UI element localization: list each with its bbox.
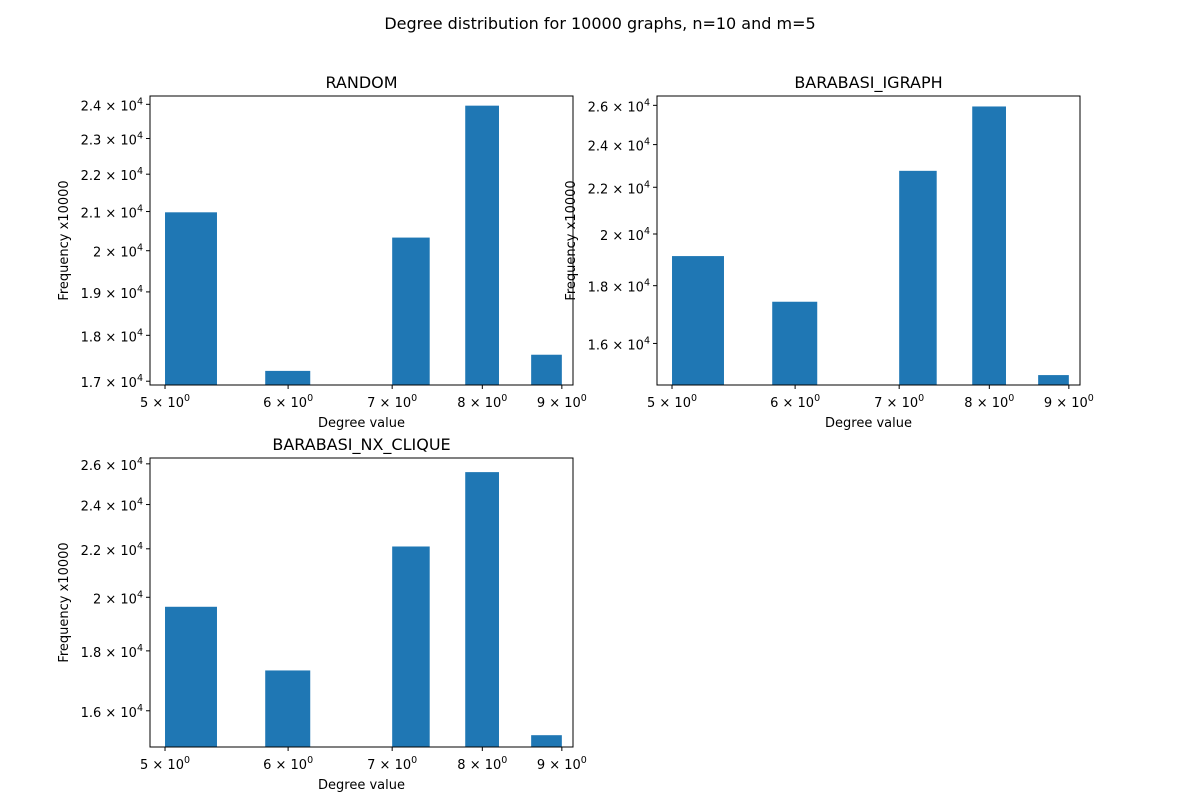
x-axis-label: Degree value xyxy=(825,416,912,431)
y-axis-label: Frequency x10000 xyxy=(57,542,72,662)
y-tick-label: 1.8 × 104 xyxy=(81,643,143,661)
y-tick-label: 2 × 104 xyxy=(600,226,650,244)
y-tick-label: 1.8 × 104 xyxy=(588,278,650,296)
y-tick-label: 1.7 × 104 xyxy=(81,373,143,391)
subplot-barabasi-nx-clique: 5 × 100 6 × 100 7 × 100 8 × 100 9 × 100 1.6 ×… xyxy=(57,435,587,793)
x-tick-label: 9 × 100 xyxy=(537,393,587,411)
y-tick-label: 2.2 × 104 xyxy=(588,179,650,197)
y-tick-label: 1.8 × 104 xyxy=(81,327,143,345)
x-tick-label: 6 × 100 xyxy=(263,755,313,773)
bar-barabasi-nx-clique-0 xyxy=(165,606,217,747)
subplot-title: RANDOM xyxy=(325,73,397,92)
bar-barabasi-nx-clique-1 xyxy=(265,670,311,747)
subplot-title: BARABASI_IGRAPH xyxy=(794,73,942,93)
axes-frame xyxy=(656,95,1081,386)
y-tick-label: 2.2 × 104 xyxy=(81,166,143,184)
x-tick-label: 8 × 100 xyxy=(964,393,1014,411)
x-tick-label: 9 × 100 xyxy=(1044,393,1094,411)
x-tick-label: 8 × 100 xyxy=(457,393,507,411)
x-tick-label: 5 × 100 xyxy=(647,393,697,411)
bar-random-0 xyxy=(165,212,217,385)
bar-barabasi-igraph-2 xyxy=(899,170,937,385)
bar-barabasi-nx-clique-3 xyxy=(465,472,499,747)
y-axis-label: Frequency x10000 xyxy=(57,180,72,300)
subplot-barabasi-igraph: 5 × 100 6 × 100 7 × 100 8 × 100 9 × 100 1.6 ×… xyxy=(564,73,1094,431)
x-tick-label: 8 × 100 xyxy=(457,755,507,773)
subplot-title: BARABASI_NX_CLIQUE xyxy=(272,435,450,455)
bar-barabasi-igraph-3 xyxy=(972,106,1006,385)
figure-suptitle: Degree distribution for 10000 graphs, n=… xyxy=(384,14,815,33)
x-axis-label: Degree value xyxy=(318,416,405,431)
y-axis-label: Frequency x10000 xyxy=(564,180,579,300)
subplot-random: 5 × 100 6 × 100 7 × 100 8 × 100 9 × 100 1.7 ×… xyxy=(57,73,587,431)
x-tick-label: 6 × 100 xyxy=(263,393,313,411)
bar-random-1 xyxy=(265,370,311,385)
y-tick-label: 1.9 × 104 xyxy=(81,284,143,302)
x-tick-label: 5 × 100 xyxy=(140,393,190,411)
bar-barabasi-igraph-4 xyxy=(1038,375,1069,385)
y-tick-label: 2.2 × 104 xyxy=(81,541,143,559)
y-tick-label: 2.6 × 104 xyxy=(588,97,650,115)
axes-frame xyxy=(149,95,574,386)
y-tick-label: 2.4 × 104 xyxy=(81,96,143,114)
x-tick-label: 7 × 100 xyxy=(874,393,924,411)
y-tick-label: 1.6 × 104 xyxy=(588,335,650,353)
bar-barabasi-nx-clique-2 xyxy=(392,546,430,747)
y-tick-label: 2 × 104 xyxy=(93,589,143,607)
axes-frame xyxy=(149,457,574,748)
x-tick-label: 7 × 100 xyxy=(367,393,417,411)
bar-random-3 xyxy=(465,105,499,385)
x-tick-label: 9 × 100 xyxy=(537,755,587,773)
x-tick-label: 5 × 100 xyxy=(140,755,190,773)
x-tick-label: 6 × 100 xyxy=(770,393,820,411)
y-tick-label: 2.3 × 104 xyxy=(81,130,143,148)
bar-barabasi-nx-clique-4 xyxy=(531,735,562,747)
y-tick-label: 2 × 104 xyxy=(93,243,143,261)
x-tick-label: 7 × 100 xyxy=(367,755,417,773)
bar-barabasi-igraph-0 xyxy=(672,256,724,385)
y-tick-label: 2.4 × 104 xyxy=(81,497,143,515)
bar-barabasi-igraph-1 xyxy=(772,301,818,385)
y-tick-label: 1.6 × 104 xyxy=(81,703,143,721)
bar-random-2 xyxy=(392,237,430,385)
bar-random-4 xyxy=(531,354,562,385)
x-axis-label: Degree value xyxy=(318,778,405,793)
y-tick-label: 2.1 × 104 xyxy=(81,204,143,222)
y-tick-label: 2.4 × 104 xyxy=(588,137,650,155)
y-tick-label: 2.6 × 104 xyxy=(81,456,143,474)
